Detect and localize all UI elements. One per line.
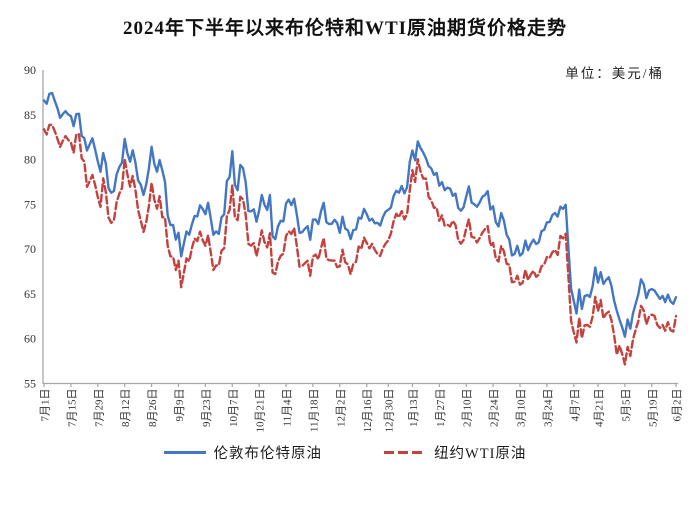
x-axis-tick-label: 10月21日 (255, 389, 267, 433)
x-axis-tick-label: 8月12日 (120, 389, 132, 428)
brent-series-line (42, 91, 678, 338)
x-axis-tick-label: 3月10日 (516, 389, 528, 428)
chart-title: 2024年下半年以来布伦特和WTI原油期货价格走势 (122, 18, 568, 39)
legend-item-brent: 伦敦布伦特原油 (163, 442, 323, 463)
x-axis-tick-label: 11月4日 (282, 389, 294, 427)
y-axis-tick-label: 65 (24, 287, 36, 301)
x-axis-tick-label: 6月2日 (672, 389, 684, 422)
y-axis-tick-label: 90 (24, 63, 36, 77)
legend-item-wti: 纽约WTI原油 (384, 442, 526, 463)
y-axis-tick-label: 80 (24, 153, 36, 167)
x-axis-tick-label: 1月13日 (408, 389, 420, 428)
x-axis-tick-label: 5月19日 (647, 389, 659, 428)
legend-label-wti: 纽约WTI原油 (434, 446, 527, 462)
x-axis-tick-label: 9月9日 (174, 389, 186, 422)
wti-line-marker (384, 450, 427, 455)
brent-line-marker (163, 450, 206, 455)
y-axis-tick-label: 85 (24, 108, 36, 122)
x-axis-tick-label: 1月27日 (435, 389, 447, 428)
x-axis-tick-label: 9月23日 (201, 389, 213, 428)
x-axis-tick-label: 7月29日 (93, 389, 105, 428)
x-axis-tick-label: 3月24日 (542, 389, 554, 428)
x-axis-tick-label: 4月21日 (594, 389, 606, 428)
wti-series-line (42, 123, 678, 366)
unit-label: 单位：美元/桶 (565, 66, 664, 81)
x-axis-tick-label: 8月26日 (147, 389, 159, 428)
x-axis-tick-label: 5月5日 (620, 389, 632, 422)
x-axis-tick-label: 4月7日 (569, 389, 581, 422)
x-axis-tick-label: 2月10日 (462, 389, 474, 428)
chart-legend: 伦敦布伦特原油 纽约WTI原油 (0, 442, 690, 463)
x-axis-tick-label: 10月7日 (228, 389, 240, 428)
x-axis-tick-label: 11月18日 (308, 389, 320, 433)
y-axis-tick-label: 60 (24, 332, 36, 346)
x-axis-tick-label: 7月1日 (40, 389, 52, 422)
x-axis-tick-label: 12月16日 (362, 389, 374, 433)
y-axis-tick-label: 55 (24, 377, 36, 391)
x-axis-tick-label: 12月30日 (384, 389, 396, 433)
legend-label-brent: 伦敦布伦特原油 (213, 446, 323, 462)
x-axis-tick-label: 7月15日 (66, 389, 78, 428)
x-axis-tick-label: 2月24日 (489, 389, 501, 428)
y-axis-tick-label: 70 (24, 242, 36, 256)
x-axis-tick-label: 12月2日 (335, 389, 347, 428)
y-axis-tick-label: 75 (24, 197, 36, 211)
